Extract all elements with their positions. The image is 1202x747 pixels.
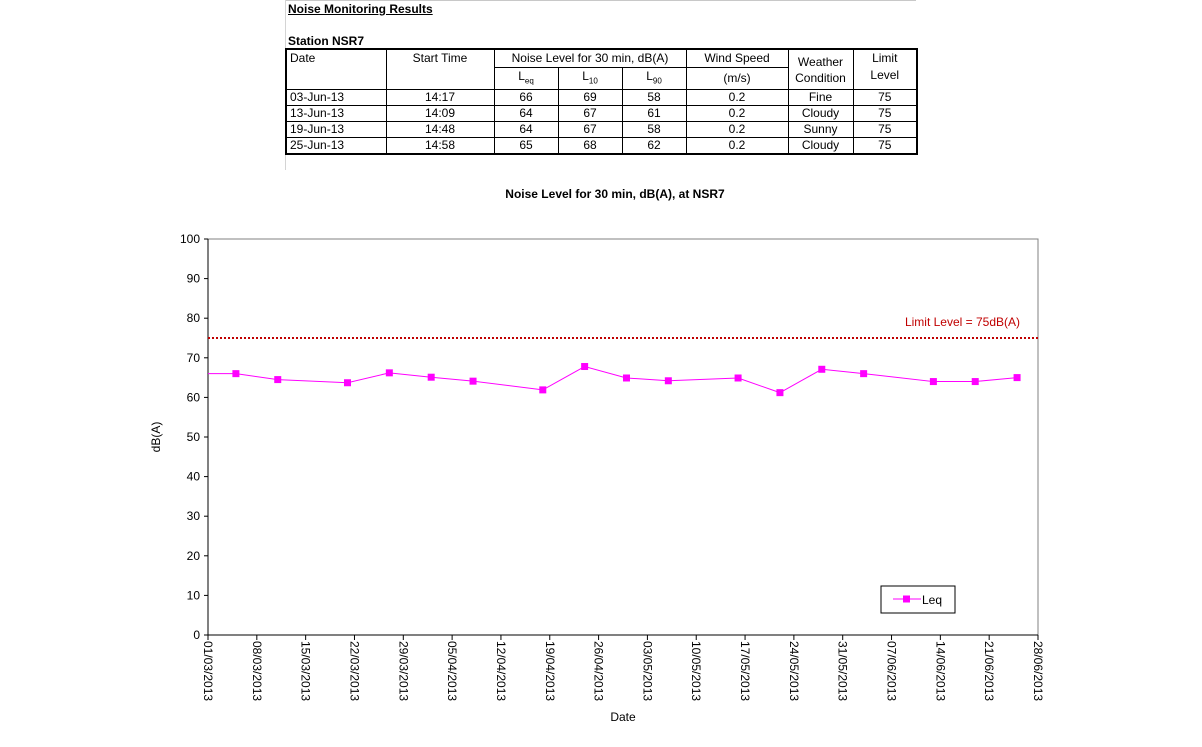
x-tick-label: 14/06/2013 [933, 641, 947, 701]
y-axis-label: dB(A) [149, 422, 163, 453]
header-limit: Limit Level [852, 48, 918, 91]
x-tick-label: 07/06/2013 [885, 641, 899, 701]
y-tick-label: 30 [187, 509, 201, 523]
legend: Leq [880, 585, 956, 614]
data-point [860, 370, 868, 378]
data-point [818, 365, 826, 373]
table-row: 03-Jun-13 14:17 66 69 58 0.2 Fine 75 [285, 89, 918, 107]
results-table: Date Start Time Noise Level for 30 min, … [285, 48, 918, 156]
report-title: Noise Monitoring Results [288, 2, 433, 16]
cell-l90: 62 [621, 137, 687, 155]
y-tick-label: 80 [187, 311, 201, 325]
data-point [539, 386, 547, 394]
x-tick-label: 05/04/2013 [445, 641, 459, 701]
data-point [622, 374, 630, 382]
x-tick-label: 08/03/2013 [250, 641, 264, 701]
limit-label: Limit Level = 75dB(A) [905, 315, 1020, 329]
data-point [427, 373, 435, 381]
cell-date: 25-Jun-13 [285, 137, 387, 155]
data-point [734, 374, 742, 382]
x-tick-label: 03/05/2013 [640, 641, 654, 701]
header-l90: L90 [621, 66, 687, 91]
legend-marker [903, 595, 910, 603]
data-point [929, 378, 937, 386]
x-tick-label: 22/03/2013 [347, 641, 361, 701]
y-tick-label: 0 [193, 628, 200, 642]
cell-time: 14:48 [385, 121, 495, 139]
cell-date: 19-Jun-13 [285, 121, 387, 139]
header-weather: Weather Condition [787, 48, 854, 91]
x-tick-label: 31/05/2013 [836, 641, 850, 701]
chart-title: Noise Level for 30 min, dB(A), at NSR7 [505, 187, 725, 201]
header-start-time: Start Time [385, 48, 495, 91]
table-row: 25-Jun-13 14:58 65 68 62 0.2 Cloudy 75 [285, 137, 918, 155]
cell-leq: 65 [493, 137, 559, 155]
header-date: Date [285, 48, 387, 91]
x-tick-label: 12/04/2013 [494, 641, 508, 701]
x-tick-label: 01/03/2013 [201, 641, 215, 701]
cell-leq: 64 [493, 105, 559, 123]
data-point [1013, 374, 1021, 382]
x-tick-label: 24/05/2013 [787, 641, 801, 701]
cell-limit: 75 [852, 137, 918, 155]
cell-wind: 0.2 [685, 137, 789, 155]
data-point [385, 369, 393, 377]
table-subheader-row: Leq L10 L90 (m/s) [286, 66, 917, 91]
x-axis: 01/03/2013 08/03/2013 15/03/2013 22/03/2013… [201, 634, 1045, 701]
data-point [581, 363, 589, 371]
y-tick-label: 40 [187, 470, 201, 484]
cell-date: 13-Jun-13 [285, 105, 387, 123]
y-tick-label: 70 [187, 351, 201, 365]
cell-limit: 75 [852, 121, 918, 139]
header-l10: L10 [557, 66, 623, 91]
x-tick-label: 17/05/2013 [738, 641, 752, 701]
y-tick-label: 100 [180, 232, 200, 246]
y-axis: 0 10 20 30 40 50 60 70 80 90 100 [180, 232, 209, 642]
cell-wind: 0.2 [685, 121, 789, 139]
cell-leq: 66 [493, 89, 559, 107]
data-point [971, 378, 979, 386]
header-leq: Leq [493, 66, 559, 91]
x-tick-label: 19/04/2013 [543, 641, 557, 701]
x-tick-label: 10/05/2013 [689, 641, 703, 701]
x-tick-label: 21/06/2013 [982, 641, 996, 701]
y-tick-label: 60 [187, 390, 201, 404]
plot-area [207, 238, 1039, 636]
table-row: 19-Jun-13 14:48 64 67 58 0.2 Sunny 75 [285, 121, 918, 139]
y-tick-label: 20 [187, 549, 201, 563]
data-point [343, 379, 351, 387]
x-tick-label: 28/06/2013 [1031, 641, 1045, 701]
data-point [274, 376, 282, 384]
y-tick-label: 90 [187, 272, 201, 286]
data-point [776, 389, 784, 397]
header-wind-unit: (m/s) [685, 66, 789, 91]
cell-limit: 75 [852, 89, 918, 107]
series-leq [208, 363, 1021, 397]
x-tick-label: 29/03/2013 [396, 641, 410, 701]
y-tick-label: 50 [187, 430, 201, 444]
data-point [664, 377, 672, 385]
sheet-top-rule [285, 0, 916, 1]
x-tick-label: 15/03/2013 [299, 641, 313, 701]
cell-weather: Sunny [787, 121, 854, 139]
data-point [232, 370, 240, 378]
data-point [469, 377, 477, 385]
station-title: Station NSR7 [288, 34, 365, 48]
limit-line-group: Limit Level = 75dB(A) [208, 315, 1038, 339]
legend-label: Leq [922, 593, 942, 607]
x-tick-label: 26/04/2013 [592, 641, 606, 701]
y-tick-label: 10 [187, 588, 201, 602]
cell-l10: 67 [557, 121, 623, 139]
cell-weather: Cloudy [787, 137, 854, 155]
series-line [208, 365, 1018, 394]
cell-time: 14:58 [385, 137, 495, 155]
x-axis-label: Date [610, 710, 636, 724]
